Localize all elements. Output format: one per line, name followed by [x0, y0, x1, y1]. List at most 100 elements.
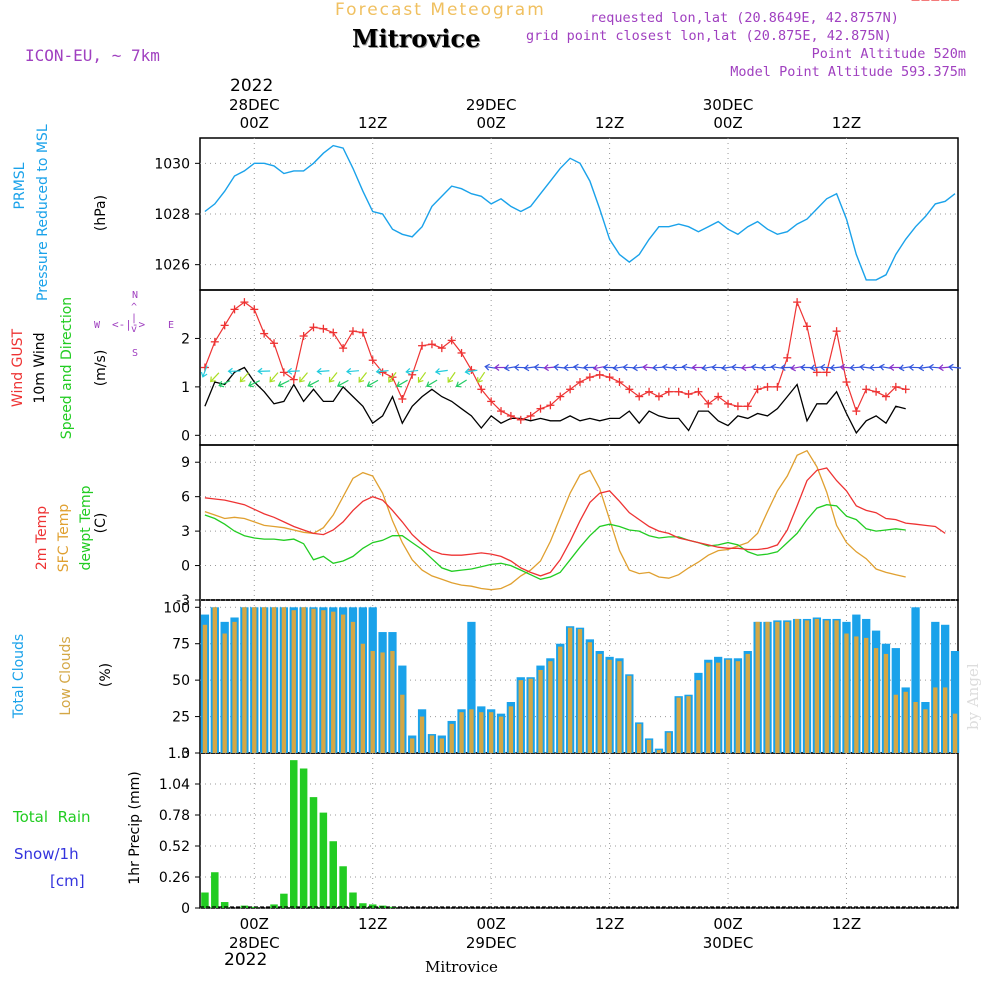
low-clouds-bar [933, 687, 938, 753]
total-clouds-bar [950, 651, 960, 753]
wind10-line [204, 366, 906, 435]
low-clouds-bar [903, 691, 908, 753]
gridpoint-coords: grid point closest lon,lat (20.875E, 42.… [526, 28, 892, 44]
bottom-tick-label: 00Z [713, 915, 742, 933]
y-tick-label: 75 [172, 637, 190, 653]
y-tick-label: 50 [172, 673, 190, 689]
low-clouds-bar [637, 723, 642, 753]
low-clouds-bar [824, 620, 829, 753]
wind-direction-arrow [336, 379, 349, 388]
bottom-tick-label: 00Z [240, 915, 269, 933]
compass-w-label: W [94, 320, 101, 331]
low-clouds-bar [844, 633, 849, 753]
low-clouds-bar [567, 627, 573, 753]
low-clouds-bar [725, 659, 731, 753]
low-clouds-bar [360, 643, 366, 753]
y-tick-label: 2 [181, 331, 190, 347]
bottom-tick-label: 12Z [832, 915, 861, 933]
low-clouds-bar [252, 607, 257, 753]
low-clouds-bar [794, 618, 800, 753]
wind-direction-arrow [780, 364, 794, 372]
low-clouds-bar [232, 621, 237, 753]
wind-direction-arrow [375, 367, 389, 375]
rain-bar [339, 866, 347, 908]
gust-line [204, 299, 906, 421]
low-clouds-bar [706, 662, 711, 753]
low-clouds-bar [775, 621, 780, 753]
low-clouds-bar [222, 633, 227, 753]
low-clouds-bar [646, 739, 652, 753]
y-tick-label: 6 [181, 490, 190, 506]
wind-direction-arrow [346, 367, 360, 375]
y-tick-label: 0.52 [159, 839, 190, 855]
location-title: Mitrovice [352, 24, 481, 53]
rain-bar [349, 892, 357, 908]
low-clouds-bar [676, 697, 681, 753]
top-tick-label: 00Z [476, 114, 505, 132]
low-clouds-bar [666, 732, 671, 753]
point-altitude: Point Altitude 520m [811, 46, 966, 62]
low-clouds-bar [656, 750, 662, 753]
top-date-label: 29DEC [466, 96, 517, 114]
rain-bar [211, 872, 219, 908]
low-clouds-bar [202, 624, 208, 753]
wind-direction-arrow [358, 372, 368, 383]
low-clouds-bar [340, 614, 346, 753]
wind-direction-arrow [286, 367, 300, 375]
low-clouds-bar [854, 636, 859, 753]
low-clouds-bar [449, 723, 454, 753]
rain-bar [270, 904, 278, 908]
low-clouds-bar [617, 661, 622, 753]
low-clouds-bar [469, 709, 474, 753]
wind-direction-arrow [396, 379, 408, 388]
low-clouds-bar [765, 621, 770, 753]
top-tick-label: 00Z [713, 114, 742, 132]
low-clouds-bar [755, 621, 760, 753]
wind-direction-arrow [277, 380, 290, 388]
low-clouds-bar [528, 678, 533, 753]
dewpt-line [204, 504, 906, 580]
compass-icon: <-|-> [112, 318, 146, 331]
bottom-location-label: Mitrovice [425, 958, 498, 976]
low-clouds-bar [558, 646, 563, 753]
rain-bar [220, 902, 229, 908]
pressure-line [204, 144, 956, 281]
compass-vertical-icon: ^ | v [131, 302, 138, 335]
low-clouds-bar [400, 694, 405, 753]
y-tick-label: 0 [181, 746, 190, 762]
low-clouds-bar [893, 694, 898, 753]
wind-direction-arrow [477, 371, 486, 383]
y-tick-label: 1.04 [159, 777, 190, 793]
wind-direction-arrow [464, 368, 478, 375]
low-clouds-bar [864, 637, 869, 753]
wind-direction-arrow [948, 363, 962, 371]
low-clouds-bar [883, 653, 889, 753]
low-clouds-bar [488, 712, 494, 753]
rain-bar [299, 768, 308, 908]
low-clouds-bar [212, 607, 217, 753]
wind-direction-arrow [691, 364, 705, 371]
top-year-label: 2022 [230, 76, 274, 96]
low-clouds-bar [627, 675, 632, 753]
low-clouds-bar [804, 620, 810, 753]
forecast-title: Forecast Meteogram [335, 0, 546, 20]
low-clouds-bar [518, 680, 523, 753]
wind-direction-arrow [257, 367, 271, 375]
low-clouds-bar [429, 735, 435, 753]
watermark: by Angel [964, 663, 982, 730]
rain-bar [309, 797, 318, 908]
low-clouds-bar [498, 716, 504, 753]
snow-label: Snow/1h [14, 845, 79, 863]
rain-bar [368, 904, 377, 908]
wind-direction-arrow [316, 367, 330, 375]
y-tick-label: -3 [176, 593, 190, 609]
low-clouds-bar [814, 618, 820, 753]
wind-direction-arrow [227, 367, 241, 375]
y-tick-label: 0.78 [159, 808, 190, 824]
low-clouds-bar [479, 712, 484, 753]
low-clouds-bar [577, 629, 583, 753]
low-clouds-bar [952, 713, 958, 753]
wind-direction-arrow [307, 379, 320, 388]
wind-direction-arrow [200, 365, 208, 378]
